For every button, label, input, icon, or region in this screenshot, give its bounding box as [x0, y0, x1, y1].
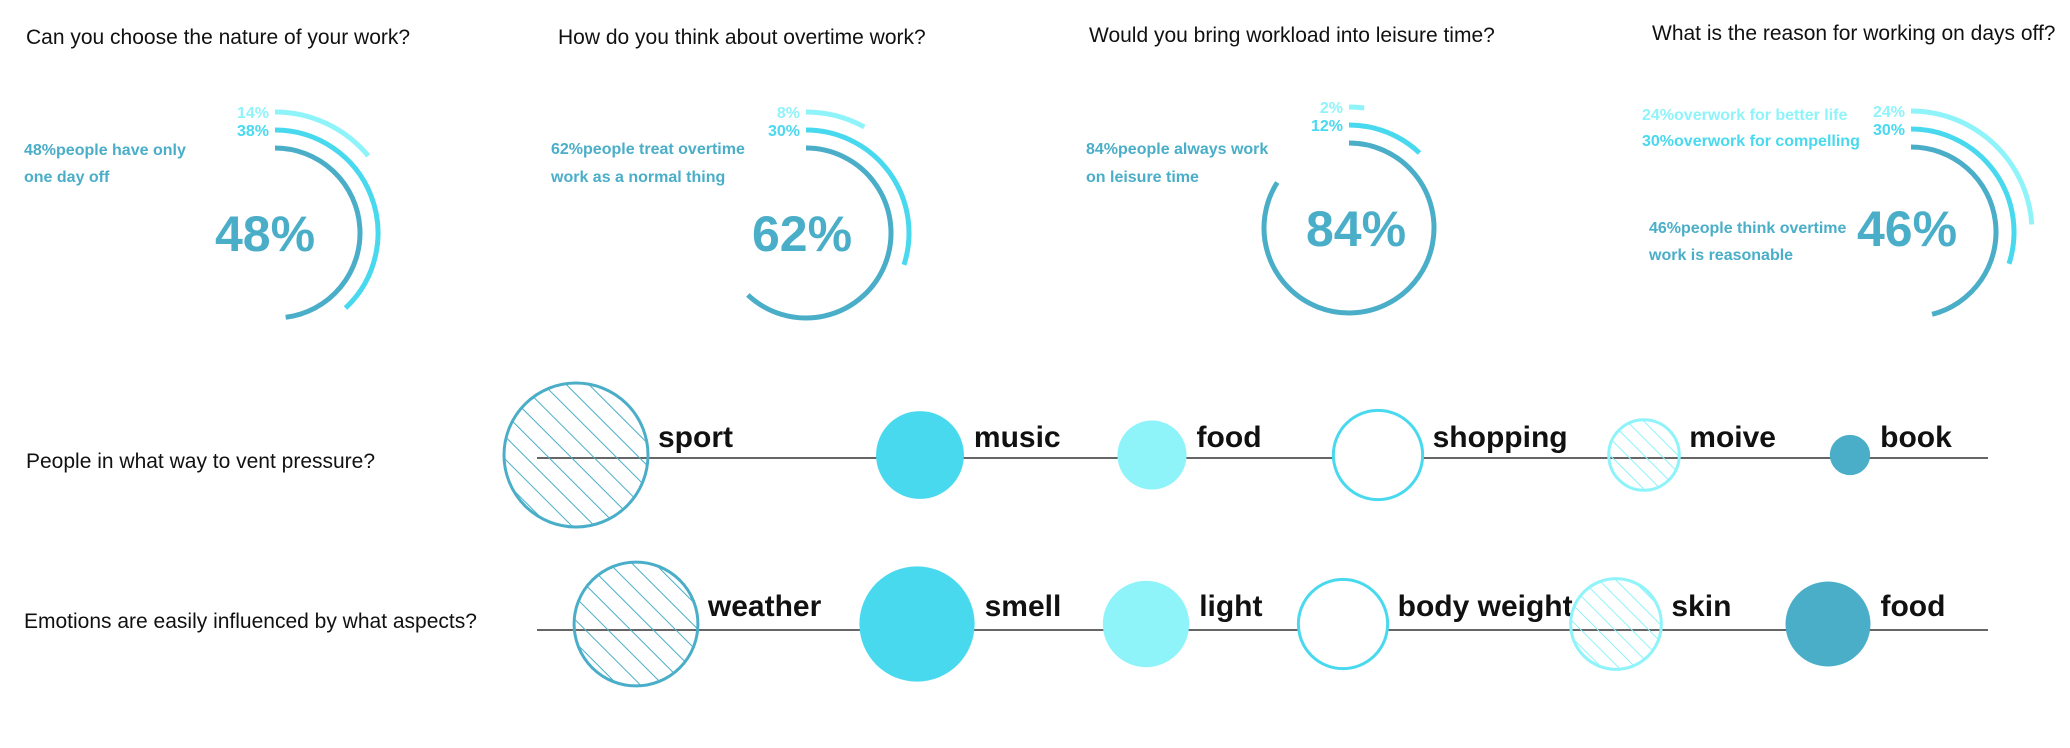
bubble-row-title: People in what way to vent pressure?: [26, 450, 375, 473]
ring-arc: [1910, 108, 2035, 225]
note-line: work is reasonable: [1648, 247, 1793, 264]
bubble-label: light: [1199, 590, 1262, 623]
bubble-row-vent-pressure: People in what way to vent pressure? spo…: [26, 381, 1988, 529]
bubble-label: food: [1197, 421, 1262, 454]
bubble-marker: [1829, 434, 1871, 476]
note-line: one day off: [24, 169, 110, 186]
ring-arc: [274, 127, 381, 310]
radial-title: What is the reason for working on days o…: [1652, 22, 2056, 45]
radial-chart-nature-of-work: Can you choose the nature of your work? …: [24, 26, 410, 320]
bubble-marker: [1607, 418, 1681, 492]
ring-arc: [1910, 126, 2017, 265]
center-percentage: 62%: [752, 206, 852, 262]
bubble-marker: [1569, 577, 1663, 671]
bubble-marker: [1117, 420, 1187, 490]
radial-chart-workload-leisure: Would you bring workload into leisure ti…: [1086, 24, 1495, 316]
bubble-label: skin: [1671, 590, 1731, 623]
ring-percentage-label: 30%: [768, 123, 800, 140]
center-percentage: 48%: [215, 206, 315, 262]
bubble-marker: [502, 381, 650, 529]
ring-arc: [1348, 122, 1422, 155]
ring-percentage-label: 30%: [1873, 122, 1905, 139]
bubble-marker: [572, 560, 700, 688]
note-line: 46%people think overtime: [1649, 220, 1846, 237]
bubble-label: smell: [985, 590, 1062, 623]
bubble-marker: [1331, 408, 1425, 502]
bubble-marker: [1785, 581, 1871, 667]
ring-arc: [274, 145, 363, 320]
note-line: 24%overwork for better life: [1642, 107, 1848, 124]
ring-arc: [1261, 140, 1437, 316]
radial-title: Would you bring workload into leisure ti…: [1089, 24, 1495, 47]
ring-arc: [805, 109, 866, 130]
radial-title: How do you think about overtime work?: [558, 26, 926, 49]
bubble-label: book: [1880, 421, 1952, 454]
bubble-marker: [1102, 580, 1190, 668]
ring-arc: [805, 127, 912, 266]
bubble-label: shopping: [1433, 421, 1568, 454]
note-line: 62%people treat overtime: [551, 141, 745, 158]
bubble-row-title: Emotions are easily influenced by what a…: [24, 610, 477, 633]
bubble-label: music: [974, 421, 1061, 454]
bubble-marker: [859, 566, 975, 682]
radial-chart-overtime-work: How do you think about overtime work? 62…: [550, 26, 926, 321]
note-line: 30%overwork for compelling: [1642, 133, 1860, 150]
center-percentage: 84%: [1306, 201, 1406, 257]
note-line: 84%people always work: [1086, 141, 1268, 158]
bubble-label: body weight: [1398, 590, 1573, 623]
ring-percentage-label: 2%: [1320, 100, 1343, 117]
note-line: 48%people have only: [24, 142, 186, 159]
note-line: work as a normal thing: [550, 169, 725, 186]
bubble-row-emotion-aspects: Emotions are easily influenced by what a…: [24, 560, 1988, 688]
ring-percentage-label: 8%: [777, 105, 800, 122]
radial-chart-days-off-reason: What is the reason for working on days o…: [1642, 22, 2056, 317]
ring-percentage-label: 12%: [1311, 118, 1343, 135]
ring-percentage-label: 14%: [237, 105, 269, 122]
bubble-marker: [876, 411, 964, 499]
ring-percentage-label: 38%: [237, 123, 269, 140]
ring-percentage-label: 24%: [1873, 104, 1905, 121]
ring-arc: [1348, 104, 1365, 111]
bubble-label: sport: [658, 421, 733, 454]
bubble-label: food: [1880, 590, 1945, 623]
ring-arc: [746, 145, 894, 321]
radial-title: Can you choose the nature of your work?: [26, 26, 410, 49]
bubble-marker: [1296, 577, 1390, 671]
note-line: on leisure time: [1086, 169, 1199, 186]
ring-arc: [1910, 144, 1999, 317]
bubble-label: moive: [1689, 421, 1776, 454]
ring-arc: [274, 109, 371, 158]
center-percentage: 46%: [1857, 201, 1957, 257]
bubble-label: weather: [707, 590, 822, 623]
